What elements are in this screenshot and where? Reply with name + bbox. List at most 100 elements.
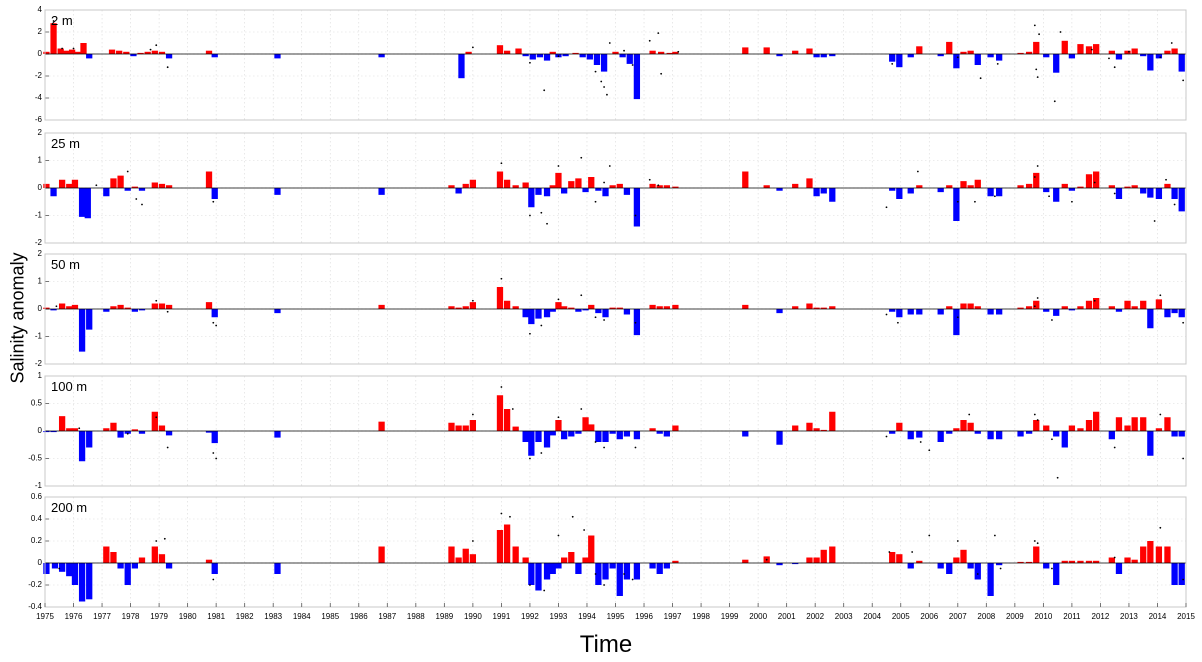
anomaly-bar [1068,560,1076,563]
data-point [540,324,543,327]
anomaly-bar [623,563,631,580]
anomaly-bar [1077,306,1084,309]
anomaly-bar [117,304,124,309]
anomaly-bar [946,185,953,188]
anomaly-bar [996,309,1003,315]
data-point [993,534,996,537]
anomaly-bar [1131,417,1138,431]
data-point [557,298,560,301]
data-point [911,551,914,553]
x-tick-label: 1981 [207,612,225,621]
data-point [594,441,597,443]
data-point [1182,321,1185,324]
anomaly-bar [1108,185,1115,188]
y-tick-label: -1 [35,211,43,220]
anomaly-bar [1108,557,1115,563]
anomaly-bar [1164,417,1171,431]
anomaly-bar [595,309,602,314]
anomaly-bar [138,557,146,563]
anomaly-bar [71,563,79,585]
anomaly-bar [86,563,93,600]
anomaly-bar [1068,188,1076,191]
anomaly-bar [1108,431,1115,440]
data-point [968,413,971,416]
data-point [1036,419,1039,421]
data-point [1165,178,1167,181]
x-tick-label: 1991 [493,612,511,621]
anomaly-bar [1131,48,1138,54]
x-tick-label: 2012 [1092,612,1110,621]
anomaly-bar [78,431,86,462]
data-point [999,567,1002,570]
panel-frame [44,132,1187,244]
anomaly-bar [626,54,633,64]
anomaly-bar [555,563,562,569]
anomaly-bar [158,425,166,431]
anomaly-bar [211,309,218,318]
anomaly-bar [496,171,504,188]
anomaly-bar [575,563,582,574]
anomaly-bar [953,309,960,336]
data-point [61,47,64,50]
data-point [634,214,637,217]
y-tick-label: 0.5 [31,399,43,408]
anomaly-bar [1033,300,1040,309]
anomaly-bar [555,302,562,309]
anomaly-bar [609,563,616,569]
data-point [1036,542,1039,545]
data-point [511,408,514,410]
anomaly-bar [165,304,173,309]
anomaly-bar [117,431,124,438]
anomaly-bar [1033,420,1040,431]
data-point [1113,192,1116,195]
y-tick-label: 1 [38,277,43,286]
data-point [1159,526,1162,529]
anomaly-bar [211,54,218,58]
anomaly-bar [131,186,138,188]
anomaly-bar [946,41,953,54]
anomaly-bar [1124,557,1131,563]
data-point [1170,42,1173,44]
anomaly-bar [1043,54,1050,58]
x-tick-label: 1983 [264,612,282,621]
anomaly-bar [1085,560,1093,563]
anomaly-bar [1124,186,1131,188]
y-tick-label: -2 [35,359,43,368]
data-point [885,313,888,316]
y-tick-label: -2 [35,238,43,247]
x-tick-label: 1995 [607,612,625,621]
anomaly-bar [829,546,836,563]
anomaly-bar [820,429,827,431]
anomaly-bar [633,431,641,440]
anomaly-bar [130,54,137,57]
anomaly-bar [829,411,836,431]
anomaly-bar [144,51,151,54]
anomaly-bar [937,54,944,57]
anomaly-bar [124,307,131,309]
anomaly-bar [916,309,923,315]
data-point [78,427,81,430]
data-point [1182,457,1185,460]
anomaly-bar [1178,309,1185,318]
anomaly-bar [806,303,813,309]
anomaly-bar [1140,417,1147,431]
data-point [896,321,899,324]
anomaly-bar [916,560,923,563]
anomaly-bar [455,425,462,431]
anomaly-bar [117,175,124,188]
anomaly-bar [623,309,631,315]
data-point [149,48,152,51]
data-point [212,578,215,581]
anomaly-bar [907,309,914,315]
data-point [623,573,625,575]
anomaly-bar [503,300,511,309]
anomaly-bar [58,563,66,572]
x-tick-label: 2006 [920,612,938,621]
anomaly-bar [522,557,529,563]
data-point [58,567,61,570]
anomaly-bar [1147,309,1154,329]
anomaly-bar [1140,300,1147,309]
anomaly-bar [455,188,462,194]
x-tick-label: 1977 [93,612,111,621]
data-point [1036,165,1039,167]
